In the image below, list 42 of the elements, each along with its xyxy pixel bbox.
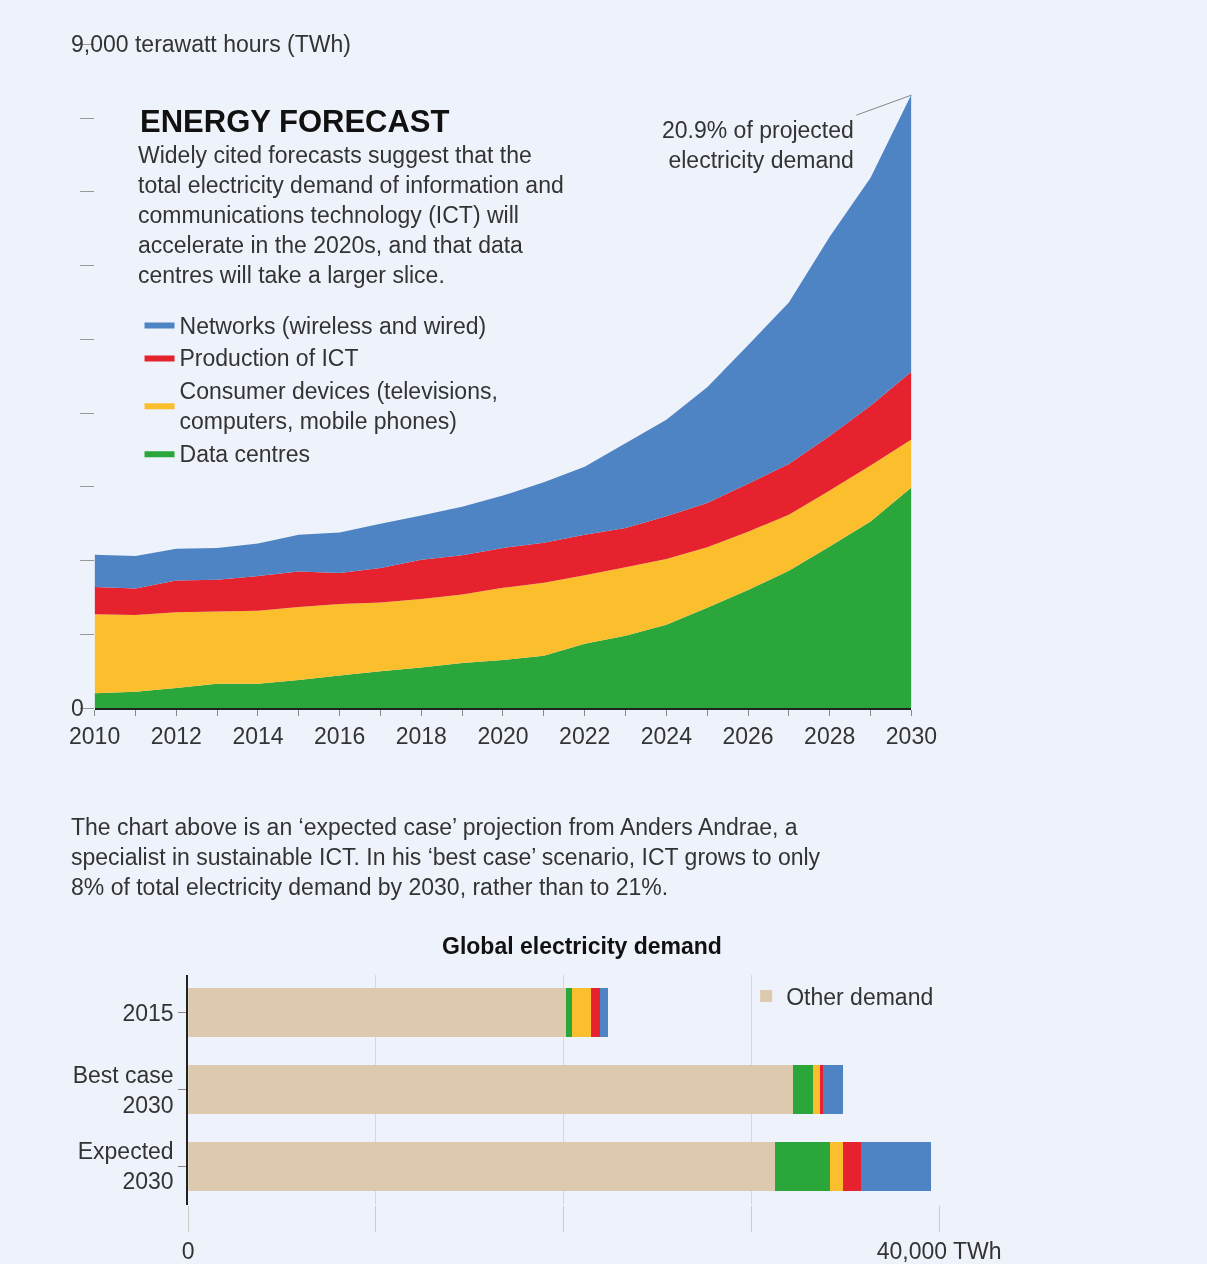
annotation: 20.9% of projected electricity demand [662, 117, 854, 173]
y-tick-label: 9,000 terawatt hours (TWh) [71, 31, 351, 57]
y-tick-label: 2015 [122, 999, 174, 1026]
legend-label: Networks (wireless and wired) [179, 312, 487, 339]
y-tick-label: 0 [71, 695, 84, 721]
x-tick-label: 2024 [640, 722, 693, 749]
x-tick-label: 2012 [150, 722, 202, 749]
text: ENERGY FORECAST [140, 104, 450, 139]
legend-label: Other demand [786, 983, 934, 1010]
bar [188, 1065, 794, 1115]
x-tick-label: 2022 [559, 722, 611, 749]
x-tick-label: 2030 [885, 722, 937, 749]
bar [813, 1065, 820, 1115]
bar [591, 988, 600, 1038]
bar [188, 988, 566, 1038]
x-tick-label: 2016 [314, 722, 366, 749]
legend-label: Consumer devices (televisions, computers, mobile phones) [179, 378, 498, 435]
chart-title: Global electricity demand [442, 933, 722, 959]
x-tick-label: 2028 [804, 722, 856, 749]
bar [822, 1065, 844, 1115]
bar [188, 1141, 776, 1191]
bar [819, 1065, 823, 1115]
bar [571, 988, 592, 1038]
legend-label: Data centres [179, 441, 310, 468]
y-tick-label: Best case 2030 [72, 1061, 174, 1118]
x-tick-label: 2020 [477, 722, 529, 749]
bar [860, 1141, 931, 1191]
bar [843, 1141, 861, 1191]
x-tick-label: 2026 [722, 722, 774, 749]
x-tick-label: 2014 [232, 722, 284, 749]
text: The chart above is an ‘expected case’ projection from Anders Andrae, a specialist in sustainable ICT. In his ‘best case’ scenario, ICT grows to only 8% of total electricity demand by 2030, rather than to 21%. [71, 814, 821, 900]
x-tick-label: 2018 [395, 722, 447, 749]
legend-label: Production of ICT [179, 345, 359, 372]
text: Widely cited forecasts suggest that the total electricity demand of information and communications technology (ICT) will accelerate in the 2020s, and that data centres will take a larger slice. [138, 142, 564, 288]
bar [599, 988, 609, 1038]
x-tick-label: 2010 [69, 722, 121, 749]
bar [830, 1141, 844, 1191]
bar [793, 1065, 814, 1115]
bar [565, 988, 572, 1038]
x-tick-label: 40,000 TWh [876, 1238, 1002, 1264]
y-tick-label: Expected 2030 [77, 1138, 174, 1195]
bar [775, 1141, 831, 1191]
